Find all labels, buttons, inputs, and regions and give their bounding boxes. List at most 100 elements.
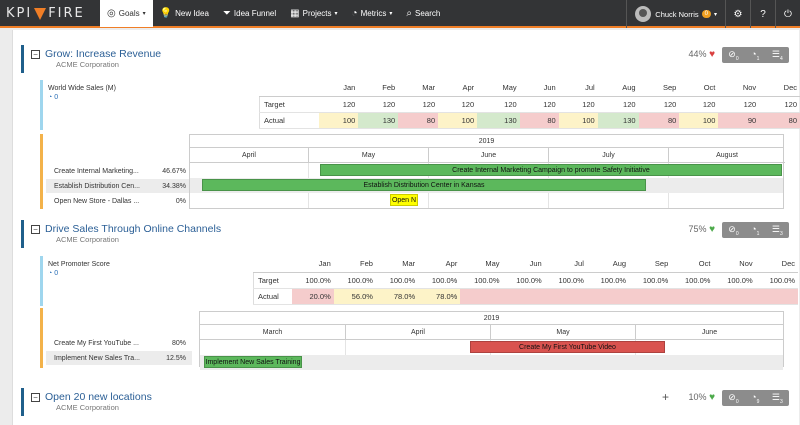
actual-cell[interactable]: 100 bbox=[438, 112, 478, 129]
target-cell[interactable]: 120 bbox=[638, 96, 680, 113]
goal-title[interactable]: Drive Sales Through Online Channels bbox=[45, 223, 222, 235]
target-cell[interactable]: 120 bbox=[398, 96, 439, 113]
actual-cell[interactable]: 100 bbox=[558, 112, 598, 129]
nav-metrics[interactable]: ◔ Metrics ▾ bbox=[351, 7, 393, 19]
month-header: April bbox=[190, 148, 308, 163]
gantt-bar[interactable]: Implement New Sales Training bbox=[204, 356, 302, 368]
target-cell[interactable]: 100.0% bbox=[291, 272, 334, 289]
nav-idea-funnel[interactable]: ⏷ Idea Funnel bbox=[222, 7, 277, 19]
collapse-toggle[interactable]: − bbox=[31, 393, 40, 402]
goal-stats[interactable]: ⊘0 ◔1 ☰3 bbox=[722, 222, 789, 238]
gantt-bar[interactable]: Establish Distribution Center in Kansas bbox=[202, 179, 646, 191]
actual-cell[interactable]: 80 bbox=[398, 112, 439, 129]
actual-cell[interactable] bbox=[629, 288, 672, 305]
actual-cell[interactable]: 78.0% bbox=[375, 288, 419, 305]
actual-cell[interactable]: 20.0% bbox=[291, 288, 334, 305]
goal-title[interactable]: Open 20 new locations bbox=[45, 391, 152, 403]
actual-cell[interactable] bbox=[586, 288, 630, 305]
project-name[interactable]: Implement New Sales Tra... bbox=[54, 354, 140, 362]
measure-name[interactable]: World Wide Sales (M) bbox=[48, 85, 116, 92]
actual-cell[interactable]: 56.0% bbox=[333, 288, 376, 305]
settings-gear-icon[interactable]: ⚙ bbox=[725, 0, 750, 28]
actual-cell[interactable] bbox=[502, 288, 545, 305]
target-cell[interactable]: 120 bbox=[558, 96, 598, 113]
target-cell[interactable]: 100.0% bbox=[755, 272, 798, 289]
actual-cell[interactable]: 100 bbox=[679, 112, 719, 129]
project-row[interactable]: Implement New Sales Tra... 12.5% bbox=[46, 351, 192, 366]
target-cell[interactable]: 120 bbox=[679, 96, 719, 113]
target-cell[interactable]: 100.0% bbox=[671, 272, 714, 289]
actual-cell[interactable] bbox=[460, 288, 503, 305]
project-name[interactable]: Establish Distribution Cen... bbox=[54, 182, 140, 190]
collapse-toggle[interactable]: − bbox=[31, 225, 40, 234]
target-cell[interactable]: 100.0% bbox=[460, 272, 503, 289]
measure-value: ◔ 0 bbox=[48, 94, 59, 101]
month-header: June bbox=[428, 148, 548, 163]
gantt-bar[interactable]: Create Internal Marketing Campaign to pr… bbox=[320, 164, 782, 176]
actual-cell[interactable]: 80 bbox=[638, 112, 680, 129]
target-cell[interactable]: 100.0% bbox=[333, 272, 376, 289]
actual-cell[interactable] bbox=[671, 288, 714, 305]
goal-title[interactable]: Grow: Increase Revenue bbox=[45, 48, 162, 60]
gantt-bar[interactable]: Create My First YouTube Video bbox=[470, 341, 665, 353]
gauge-icon: ◔1 bbox=[751, 48, 760, 62]
target-cell[interactable]: 100.0% bbox=[544, 272, 587, 289]
project-progress: 80% bbox=[171, 339, 186, 347]
gantt-bar[interactable]: Open N bbox=[390, 194, 418, 206]
target-cell[interactable]: 120 bbox=[438, 96, 478, 113]
nav-new-idea[interactable]: 💡 New Idea bbox=[159, 7, 209, 19]
project-name[interactable]: Create My First YouTube ... bbox=[54, 339, 139, 347]
project-row[interactable]: Create My First YouTube ... 80% bbox=[46, 336, 192, 351]
project-row[interactable]: Create Internal Marketing... 46.67% bbox=[46, 164, 192, 179]
goal-header: − Grow: Increase Revenue ACME Corporatio… bbox=[21, 45, 794, 73]
actual-cell[interactable] bbox=[544, 288, 587, 305]
help-icon[interactable]: ? bbox=[750, 0, 775, 28]
nav-search[interactable]: ⌕ Search bbox=[406, 7, 441, 19]
measure-name[interactable]: Net Promoter Score bbox=[48, 261, 110, 268]
target-cell[interactable]: 100.0% bbox=[629, 272, 672, 289]
actual-cell[interactable]: 90 bbox=[718, 112, 760, 129]
target-cell[interactable]: 100.0% bbox=[586, 272, 630, 289]
goal-progress: 44% ♥ bbox=[688, 49, 715, 60]
target-cell[interactable]: 120 bbox=[759, 96, 800, 113]
actual-cell[interactable]: 80 bbox=[519, 112, 559, 129]
add-icon[interactable]: + bbox=[661, 390, 669, 404]
actual-cell[interactable] bbox=[713, 288, 756, 305]
project-name[interactable]: Create Internal Marketing... bbox=[54, 167, 139, 175]
nav-goals[interactable]: ◎ Goals ▾ bbox=[100, 0, 153, 27]
collapse-toggle[interactable]: − bbox=[31, 50, 40, 59]
kpifire-logo[interactable]: KPI FIRE bbox=[6, 5, 85, 21]
user-menu[interactable]: Chuck Norris 0 ▾ bbox=[626, 0, 725, 28]
goal-header: − Drive Sales Through Online Channels AC… bbox=[21, 220, 794, 248]
actual-cell[interactable]: 130 bbox=[358, 112, 399, 129]
project-row[interactable]: Open New Store - Dallas ... 0% bbox=[46, 194, 192, 209]
month-header: May bbox=[490, 325, 635, 340]
actual-cell[interactable] bbox=[755, 288, 798, 305]
gauge-icon: ◔1 bbox=[751, 223, 760, 237]
target-cell[interactable]: 100.0% bbox=[418, 272, 461, 289]
target-cell[interactable]: 120 bbox=[597, 96, 639, 113]
target-cell[interactable]: 100.0% bbox=[375, 272, 419, 289]
target-cell[interactable]: 120 bbox=[358, 96, 399, 113]
actual-cell[interactable]: 80 bbox=[759, 112, 800, 129]
project-row[interactable]: Establish Distribution Cen... 34.38% bbox=[46, 179, 192, 194]
goal-stats[interactable]: ⊘0 ◔9 ☰3 bbox=[722, 390, 789, 406]
project-name[interactable]: Open New Store - Dallas ... bbox=[54, 197, 140, 205]
goal-stats[interactable]: ⊘0 ◔1 ☰4 bbox=[722, 47, 789, 63]
chevron-down-icon: ▾ bbox=[334, 10, 338, 17]
ban-icon: ⊘0 bbox=[728, 223, 739, 237]
actual-cell[interactable]: 78.0% bbox=[418, 288, 461, 305]
actual-cell[interactable]: 130 bbox=[597, 112, 639, 129]
logout-icon[interactable]: ⏻ bbox=[775, 0, 800, 28]
actual-cell[interactable]: 130 bbox=[477, 112, 520, 129]
target-cell[interactable]: 120 bbox=[718, 96, 760, 113]
nav-projects[interactable]: ▦ Projects ▾ bbox=[290, 7, 338, 19]
target-cell[interactable]: 100.0% bbox=[713, 272, 756, 289]
target-cell[interactable]: 120 bbox=[519, 96, 559, 113]
target-cell[interactable]: 120 bbox=[477, 96, 520, 113]
month-header: Oct bbox=[671, 256, 714, 273]
month-header: March bbox=[200, 325, 345, 340]
target-cell[interactable]: 100.0% bbox=[502, 272, 545, 289]
actual-cell[interactable]: 100 bbox=[319, 112, 359, 129]
target-cell[interactable]: 120 bbox=[319, 96, 359, 113]
